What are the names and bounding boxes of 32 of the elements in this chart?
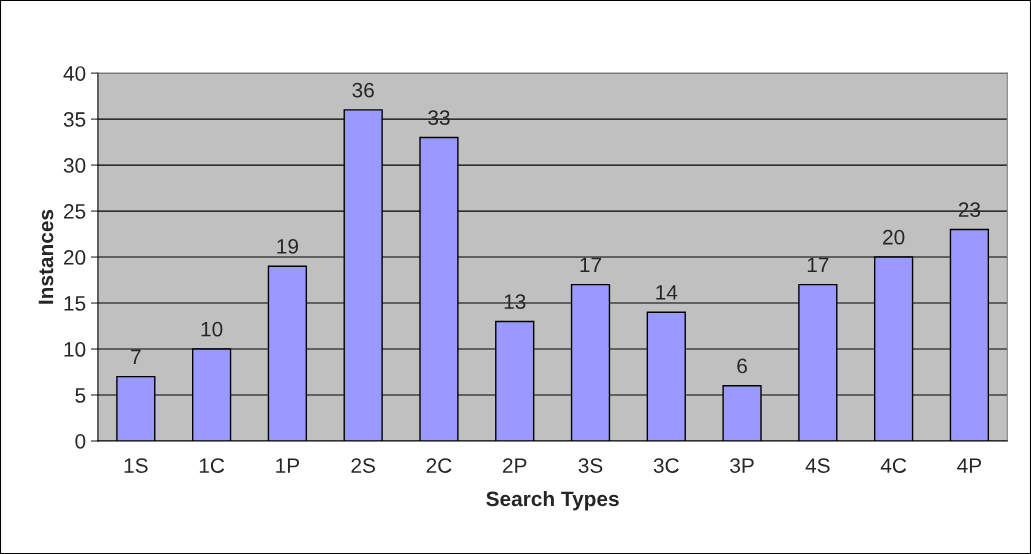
y-tick-label: 30: [63, 158, 86, 173]
x-axis-title: Search Types: [486, 490, 619, 511]
y-tick-label: 15: [64, 296, 86, 311]
y-axis-title: Instances: [38, 209, 54, 304]
data-label: 14: [656, 285, 678, 300]
y-tick-label: 10: [64, 342, 86, 357]
y-tick-label: 0: [75, 433, 86, 449]
data-label: 17: [807, 257, 829, 272]
y-tick-label: 5: [75, 388, 86, 403]
data-label: 7: [131, 349, 141, 364]
data-label: 19: [277, 239, 298, 254]
x-tick-label: 3C: [653, 458, 679, 473]
x-tick-label: 1S: [124, 458, 148, 473]
y-tick-label: 40: [63, 66, 86, 81]
data-label: 20: [883, 229, 905, 245]
x-tick-label: 1P: [276, 458, 300, 473]
data-label: 10: [201, 321, 223, 337]
y-tick-label: 25: [64, 204, 86, 219]
y-tick-label: 20: [64, 250, 86, 265]
y-tick-label: 35: [63, 112, 86, 127]
data-label: 17: [580, 257, 602, 272]
x-tick-label: 4S: [805, 458, 830, 473]
data-label: 36: [352, 82, 374, 98]
x-tick-label: 1C: [199, 458, 225, 473]
x-tick-label: 3P: [730, 458, 754, 473]
x-tick-label: 4C: [880, 458, 907, 473]
x-tick-label: 4P: [957, 458, 982, 473]
x-tick-label: 3S: [578, 458, 603, 473]
x-tick-label: 2S: [351, 458, 375, 473]
data-label: 6: [737, 358, 747, 374]
x-tick-label: 2C: [426, 458, 452, 473]
x-tick-label: 2P: [503, 458, 527, 473]
